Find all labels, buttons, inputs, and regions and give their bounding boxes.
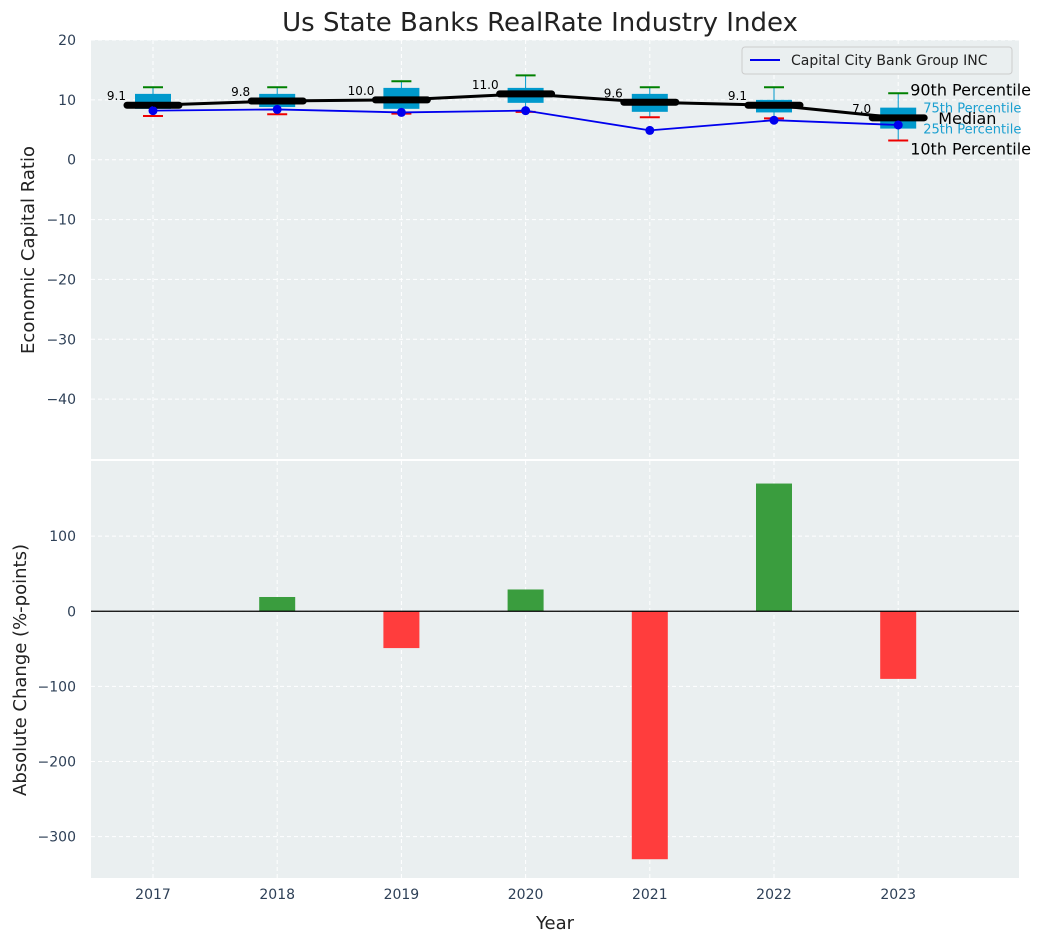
annotation-75th: 75th Percentile (923, 102, 1021, 117)
top-y-tick-label: −20 (46, 272, 76, 288)
annotation-10th: 10th Percentile (910, 140, 1031, 159)
change-bar (880, 611, 917, 679)
bottom-y-axis-label: Absolute Change (%-points) (10, 544, 31, 796)
change-bar (631, 611, 668, 860)
top-y-axis: 20 10 0 −10 −20 −30 −40 (46, 33, 76, 408)
percentile-annotations: 90th Percentile 75th Percentile 25th Perce… (910, 80, 1031, 158)
x-tick-label: 2017 (135, 887, 171, 903)
change-bar (507, 589, 544, 612)
x-tick-label: 2020 (508, 887, 544, 903)
x-tick-label: 2021 (632, 887, 668, 903)
median-line (152, 92, 899, 120)
chart-title: Us State Banks RealRate Industry Index (282, 8, 798, 38)
series-point (645, 125, 655, 135)
median-labels: 9.1 9.8 10.0 11.0 9.6 9.1 7.0 (107, 78, 871, 116)
x-tick-label: 2022 (756, 887, 792, 903)
top-y-tick-label: 20 (58, 33, 76, 49)
change-bars (259, 483, 917, 860)
change-bar (756, 483, 792, 612)
x-axis-label: Year (535, 913, 575, 934)
legend-label: Capital City Bank Group INC (791, 53, 988, 69)
annotation-25th: 25th Percentile (923, 123, 1021, 138)
bottom-y-tick-label: −100 (38, 679, 76, 695)
median-value-label: 9.1 (728, 89, 747, 103)
company-series (148, 104, 903, 135)
top-grid (91, 39, 1019, 459)
series-point (272, 104, 282, 114)
top-y-tick-label: −30 (46, 332, 76, 348)
annotation-90th: 90th Percentile (910, 80, 1031, 99)
legend: Capital City Bank Group INC (741, 46, 1013, 75)
median-value-label: 9.8 (231, 85, 250, 99)
bottom-y-tick-label: −200 (38, 755, 76, 771)
series-point (396, 107, 406, 117)
top-y-tick-label: −10 (46, 213, 76, 229)
top-y-tick-label: 10 (58, 93, 76, 109)
top-y-tick-label: 0 (67, 153, 76, 169)
series-point (769, 115, 779, 125)
top-y-tick-label: −40 (46, 392, 76, 408)
legend-box (741, 46, 1013, 75)
bottom-y-tick-label: 100 (49, 529, 76, 545)
bottom-panel-background (91, 461, 1019, 878)
bottom-y-axis: 100 0 −100 −200 −300 (38, 529, 76, 846)
series-point (893, 120, 903, 130)
median-value-label: 10.0 (348, 84, 375, 98)
series-point (521, 106, 531, 116)
series-point (148, 106, 158, 116)
x-tick-label: 2019 (384, 887, 420, 903)
median-value-label: 9.1 (107, 89, 126, 103)
x-tick-label: 2018 (259, 887, 295, 903)
x-axis: 2017 2018 2019 2020 2021 2022 2023 (135, 887, 916, 903)
bottom-y-tick-label: 0 (67, 604, 76, 620)
median-value-label: 11.0 (472, 78, 499, 92)
median-series (152, 92, 899, 120)
x-tick-label: 2023 (880, 887, 916, 903)
change-bar (259, 596, 296, 612)
median-value-label: 9.6 (604, 86, 623, 100)
median-value-label: 7.0 (852, 102, 871, 116)
bottom-y-tick-label: −300 (38, 830, 76, 846)
annotation-median: Median (938, 109, 996, 128)
top-y-axis-label: Economic Capital Ratio (18, 146, 39, 354)
change-bar (383, 611, 420, 649)
